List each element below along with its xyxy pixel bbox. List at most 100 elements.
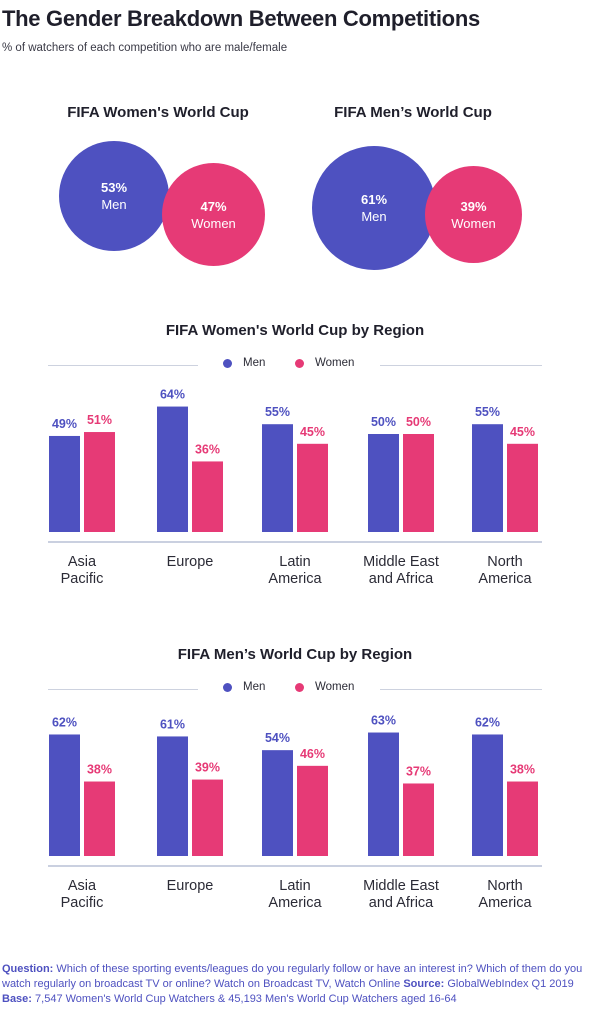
category-label-2: America: [268, 571, 322, 587]
category-label-1: Europe: [167, 878, 214, 894]
data-label-men-2: 54%: [265, 731, 290, 745]
category-label-0: Pacific: [61, 895, 104, 911]
legend-men-label: Men: [243, 681, 266, 693]
category-label-4: North: [487, 554, 522, 570]
data-label-men-1: 64%: [160, 388, 185, 402]
womens-region-chart-title: FIFA Women's World Cup by Region: [165, 322, 425, 339]
legend-women-dot-icon: [295, 682, 304, 692]
bar-women-4: [507, 781, 538, 856]
data-label-men-4: 62%: [475, 715, 500, 729]
category-label-0: Pacific: [61, 571, 104, 587]
bar-women-3: [403, 783, 434, 856]
data-label-women-4: 45%: [510, 425, 535, 439]
womens-region-legend: Men Women: [0, 357, 590, 373]
category-label-4: America: [478, 895, 532, 911]
data-label-women-1: 36%: [195, 442, 220, 456]
legend-item-women: Women: [295, 357, 354, 369]
legend-rule-right: [380, 365, 542, 366]
data-label-men-2: 55%: [265, 405, 290, 419]
bar-women-0: [84, 432, 115, 532]
footer-notes: Question: Which of these sporting events…: [2, 962, 588, 1007]
data-label-women-4: 38%: [510, 763, 535, 777]
mens-cup-men-label: Men: [361, 209, 387, 224]
bar-men-2: [262, 424, 293, 532]
question-label: Question:: [2, 963, 54, 975]
bar-men-3: [368, 434, 399, 532]
mens-cup-men-circle: 61% Men: [312, 146, 436, 270]
mens-cup-women-pct: 39%: [460, 198, 487, 214]
legend-women-dot-icon: [295, 358, 304, 368]
data-label-men-0: 62%: [52, 715, 77, 729]
bar-women-3: [403, 434, 434, 532]
category-label-4: North: [487, 878, 522, 894]
bar-women-2: [297, 765, 328, 856]
womens-cup-men-circle: 53% Men: [59, 141, 169, 251]
bar-men-1: [157, 406, 188, 532]
bar-men-2: [262, 750, 293, 856]
legend-item-women: Women: [295, 681, 354, 693]
data-label-women-3: 37%: [406, 764, 431, 778]
bar-women-0: [84, 781, 115, 856]
legend-rule-left: [48, 689, 198, 690]
legend-men-dot-icon: [223, 682, 232, 692]
category-label-2: Latin: [279, 554, 310, 570]
legend-item-men: Men: [223, 681, 265, 693]
bar-men-4: [472, 424, 503, 532]
data-label-women-0: 51%: [87, 413, 112, 427]
legend-women-label: Women: [315, 681, 355, 693]
category-label-0: Asia: [68, 878, 97, 894]
data-label-men-1: 61%: [160, 717, 185, 731]
womens-cup-women-circle: 47% Women: [162, 163, 265, 266]
womens-cup-men-pct: 53%: [100, 180, 128, 195]
bar-men-4: [472, 734, 503, 856]
mens-cup-women-circle: 39% Women: [425, 166, 522, 263]
question-text: Which of these sporting events/leagues d…: [2, 963, 583, 990]
mens-cup-men-pct: 61%: [360, 192, 388, 207]
mens-region-legend: Men Women: [0, 681, 590, 697]
source-text: GlobalWebIndex Q1 2019: [447, 978, 574, 990]
bar-women-2: [297, 443, 328, 532]
category-label-3: and Africa: [369, 895, 434, 911]
data-label-men-3: 63%: [371, 714, 396, 728]
category-label-3: and Africa: [369, 571, 434, 587]
bar-men-3: [368, 732, 399, 856]
womens-cup-women-label: Women: [191, 215, 236, 231]
category-label-1: Europe: [167, 554, 214, 570]
womens-cup-women-pct: 47%: [200, 198, 227, 214]
legend-men-label: Men: [243, 357, 266, 369]
source-label: Source:: [403, 978, 445, 990]
bar-women-1: [192, 779, 223, 856]
data-label-men-3: 50%: [371, 415, 396, 429]
page-subtitle: % of watchers of each competition who ar…: [2, 42, 288, 54]
data-label-women-2: 46%: [300, 747, 325, 761]
base-text: 7,547 Women's World Cup Watchers & 45,19…: [35, 993, 457, 1005]
data-label-women-3: 50%: [406, 415, 431, 429]
page-title: The Gender Breakdown Between Competition…: [2, 6, 480, 31]
mens-cup-title: FIFA Men’s World Cup: [334, 104, 492, 121]
bar-men-0: [49, 435, 80, 532]
mens-region-chart-title: FIFA Men’s World Cup by Region: [177, 646, 413, 663]
category-label-4: America: [478, 571, 532, 587]
womens-cup-title: FIFA Women's World Cup: [67, 104, 249, 121]
data-label-women-1: 39%: [195, 761, 220, 775]
legend-men-dot-icon: [223, 358, 232, 368]
data-label-men-4: 55%: [475, 405, 500, 419]
legend-women-label: Women: [315, 357, 355, 369]
category-label-3: Middle East: [363, 878, 439, 894]
data-label-women-0: 38%: [87, 763, 112, 777]
category-label-3: Middle East: [363, 554, 439, 570]
bar-women-1: [192, 461, 223, 532]
womens-cup-men-label: Men: [101, 197, 127, 212]
mens-cup-women-label: Women: [451, 215, 496, 231]
legend-rule-left: [48, 365, 198, 366]
data-label-women-2: 45%: [300, 425, 325, 439]
bar-women-4: [507, 443, 538, 532]
category-label-2: America: [268, 895, 322, 911]
legend-rule-right: [380, 689, 542, 690]
legend-item-men: Men: [223, 357, 265, 369]
data-label-men-0: 49%: [52, 417, 77, 431]
bar-men-1: [157, 736, 188, 856]
bar-men-0: [49, 734, 80, 856]
